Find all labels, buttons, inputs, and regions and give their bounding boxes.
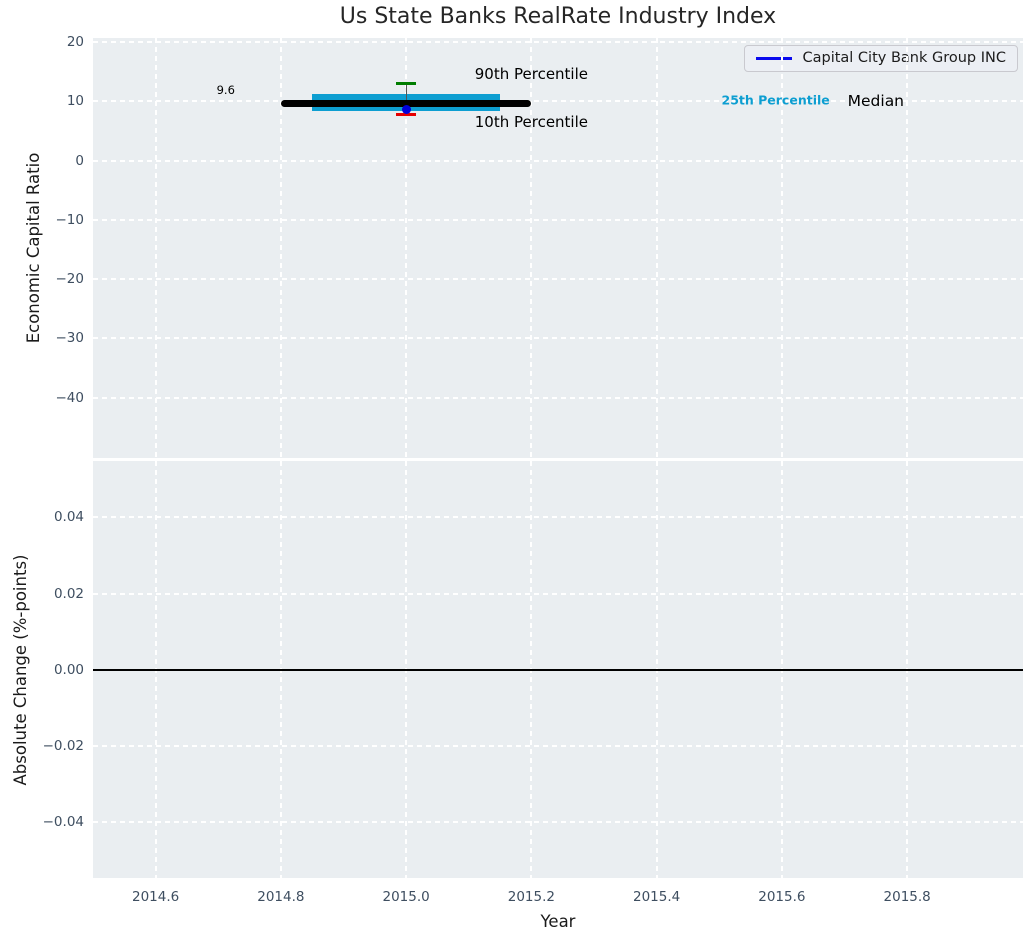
y-tick-label: 10: [66, 93, 84, 110]
x-tick-label: 2014.6: [132, 889, 180, 905]
gridline-x: [780, 38, 783, 458]
gridline-x: [405, 38, 408, 458]
zero-reference-line: [93, 668, 1023, 671]
gridline-x: [906, 38, 909, 458]
bottom-axes: [93, 461, 1023, 878]
gridline-y: [93, 100, 1023, 103]
annotation-median: Median: [847, 91, 905, 110]
annotation-25th-percentile: 25th Percentile: [721, 92, 830, 108]
gridline-y: [93, 396, 1023, 399]
gridline-y: [93, 592, 1023, 595]
gridline-y: [93, 278, 1023, 281]
gridline-x: [655, 38, 658, 458]
legend: Capital City Bank Group INC: [744, 45, 1018, 72]
y-tick-label: −10: [55, 211, 85, 228]
gridline-y: [93, 218, 1023, 221]
company-marker: [401, 105, 411, 115]
whisker-line: [405, 83, 407, 115]
y-tick-label: 0: [75, 152, 84, 169]
gridline-y: [93, 159, 1023, 162]
p10-cap: [396, 112, 417, 116]
annotation-90th-percentile: 90th Percentile: [474, 65, 588, 84]
x-tick-label: 2014.8: [257, 889, 305, 905]
y-tick-label: 0.04: [53, 509, 84, 526]
gridline-y: [93, 745, 1023, 748]
chart-title: Us State Banks RealRate Industry Index: [339, 4, 777, 29]
y-tick-label: 0.00: [53, 661, 84, 678]
y-tick-label: −40: [55, 389, 85, 406]
x-tick-label: 2015.0: [382, 889, 430, 905]
gridline-y: [93, 821, 1023, 824]
gridline-y: [93, 41, 1023, 44]
x-tick-label: 2015.8: [883, 889, 931, 905]
gridline-x: [530, 38, 533, 458]
gridline-y: [93, 337, 1023, 340]
x-tick-label: 2015.6: [758, 889, 806, 905]
x-axis-label: Year: [540, 912, 576, 931]
y-tick-label: −0.04: [42, 814, 84, 831]
legend-line-sample: [756, 56, 793, 60]
x-tick-label: 2015.2: [507, 889, 555, 905]
annotation-9-6: 9.6: [216, 83, 235, 98]
top-axes: Capital City Bank Group INC 9.6 90th Perc…: [93, 38, 1023, 458]
top-y-axis-label: Economic Capital Ratio: [24, 152, 43, 344]
y-tick-label: −30: [55, 330, 85, 347]
legend-label: Capital City Bank Group INC: [802, 50, 1006, 66]
median-line: [280, 100, 532, 108]
y-tick-label: −0.02: [42, 738, 84, 755]
y-tick-label: −20: [55, 271, 85, 288]
gridline-x: [279, 38, 282, 458]
gridline-y: [93, 516, 1023, 519]
annotation-10th-percentile: 10th Percentile: [474, 113, 588, 132]
x-tick-label: 2015.4: [633, 889, 681, 905]
gridline-x: [154, 38, 157, 458]
p90-cap: [396, 82, 417, 86]
y-tick-label: 20: [66, 34, 84, 51]
y-tick-label: 0.02: [53, 585, 84, 602]
